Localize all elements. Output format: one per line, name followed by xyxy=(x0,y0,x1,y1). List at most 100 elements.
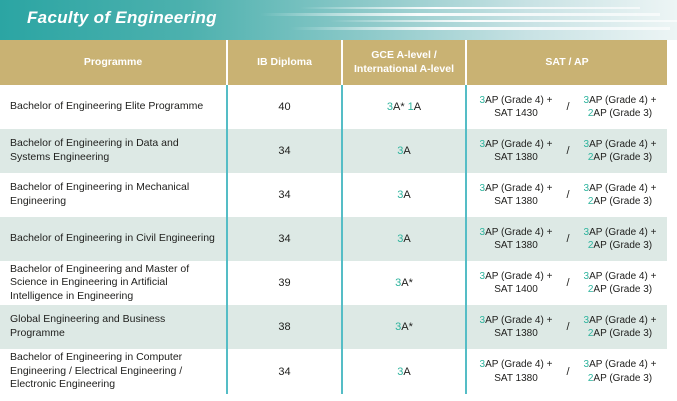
accent-text: 2 xyxy=(587,372,594,384)
ib-diploma-cell: 39 xyxy=(228,261,343,305)
slash-separator: / xyxy=(566,233,570,245)
plain-text: A xyxy=(403,145,411,157)
programme-cell: Bachelor of Engineering and Master of Sc… xyxy=(0,261,228,305)
sat-ap-line: 3AP (Grade 4) + xyxy=(471,358,561,372)
sat-ap-option-2: 3AP (Grade 4) +2AP (Grade 3) xyxy=(575,182,665,209)
plain-text: AP (Grade 4) + xyxy=(485,94,553,106)
programme-name: Bachelor of Engineering in Data and Syst… xyxy=(10,137,179,163)
accent-text: 1 xyxy=(407,101,414,113)
programme-name: Bachelor of Engineering in Computer Engi… xyxy=(10,351,183,391)
gce-a-level-grades: 3A xyxy=(397,145,410,157)
sat-ap-line: SAT 1380 xyxy=(471,151,561,165)
sat-ap-option-2: 3AP (Grade 4) +2AP (Grade 3) xyxy=(575,270,665,297)
plain-text: AP (Grade 4) + xyxy=(485,314,553,326)
accent-text: 3 xyxy=(479,226,486,238)
table-row: Bachelor of Engineering and Master of Sc… xyxy=(0,261,667,305)
sat-ap-option-2: 3AP (Grade 4) +2AP (Grade 3) xyxy=(575,226,665,253)
accent-text: 3 xyxy=(583,270,590,282)
sat-ap-line: SAT 1380 xyxy=(471,327,561,341)
sat-ap-option-1: 3AP (Grade 4) + SAT 1380 xyxy=(471,182,561,209)
ib-diploma-score: 34 xyxy=(278,189,291,201)
sat-ap-option-2: 3AP (Grade 4) +2AP (Grade 3) xyxy=(575,314,665,341)
ib-diploma-cell: 40 xyxy=(228,85,343,129)
accent-text: 3 xyxy=(479,314,486,326)
sat-ap-line: 2AP (Grade 3) xyxy=(575,239,665,253)
banner: Faculty of Engineering xyxy=(0,0,677,40)
table-row: Bachelor of Engineering in Data and Syst… xyxy=(0,129,667,173)
plain-text: A* xyxy=(392,101,408,113)
accent-text: 2 xyxy=(587,108,594,119)
table-row: Bachelor of Engineering in Mechanical En… xyxy=(0,173,667,217)
accent-text: 3 xyxy=(583,226,590,238)
plain-text: AP (Grade 4) + xyxy=(485,182,553,194)
column-header-gce-a-level: GCE A-level / International A-level xyxy=(343,40,467,85)
sat-ap-cell: 3AP (Grade 4) + SAT 1380 / 3AP (Grade 4) … xyxy=(467,349,667,394)
sat-ap-line: 2AP (Grade 3) xyxy=(575,283,665,297)
gce-a-level-grades: 3A* 1A xyxy=(387,101,421,113)
sat-ap-line: SAT 1400 xyxy=(471,283,561,297)
programme-cell: Bachelor of Engineering in Data and Syst… xyxy=(0,129,228,173)
sat-ap-option-1: 3AP (Grade 4) + SAT 1400 xyxy=(471,270,561,297)
plain-text: AP (Grade 4) + xyxy=(589,94,657,106)
sat-ap-line: 3AP (Grade 4) + xyxy=(471,226,561,240)
plain-text: SAT 1380 xyxy=(494,152,538,163)
plain-text: AP (Grade 4) + xyxy=(485,270,553,282)
sat-ap-line: 2AP (Grade 3) xyxy=(575,195,665,209)
accent-text: 3 xyxy=(583,94,590,106)
plain-text: SAT 1380 xyxy=(494,372,538,384)
accent-text: 3 xyxy=(583,359,590,370)
sat-ap-cell: 3AP (Grade 4) + SAT 1380 / 3AP (Grade 4) … xyxy=(467,305,667,349)
programme-cell: Bachelor of Engineering Elite Programme xyxy=(0,85,228,129)
sat-ap-line: 3AP (Grade 4) + xyxy=(471,94,561,108)
ib-diploma-cell: 38 xyxy=(228,305,343,349)
ib-diploma-cell: 34 xyxy=(228,217,343,261)
plain-text: SAT 1380 xyxy=(494,328,538,339)
ib-diploma-score: 34 xyxy=(278,145,291,157)
sat-ap-line: SAT 1380 xyxy=(471,372,561,386)
table-row: Bachelor of Engineering in Civil Enginee… xyxy=(0,217,667,261)
column-header-programme-label: Programme xyxy=(83,55,143,68)
programme-cell: Bachelor of Engineering in Civil Enginee… xyxy=(0,217,228,261)
column-header-sat-label: SAT / AP xyxy=(545,55,589,68)
programme-cell: Bachelor of Engineering in Mechanical En… xyxy=(0,173,228,217)
programme-name: Bachelor of Engineering in Mechanical En… xyxy=(10,181,190,207)
table-row: Global Engineering and Business Programm… xyxy=(0,305,667,349)
programme-name: Bachelor of Engineering Elite Programme xyxy=(10,100,204,113)
ib-diploma-score: 34 xyxy=(278,233,291,245)
column-header-gce-label-line2: International A-level xyxy=(354,62,454,75)
plain-text: AP (Grade 4) + xyxy=(589,314,657,326)
sat-ap-line: 2AP (Grade 3) xyxy=(575,372,665,386)
accent-text: 2 xyxy=(587,196,594,207)
gce-a-level-cell: 3A* xyxy=(343,305,467,349)
accent-text: 3 xyxy=(479,270,486,282)
ib-diploma-score: 40 xyxy=(278,101,291,113)
plain-text: AP (Grade 3) xyxy=(593,196,653,207)
plain-text: AP (Grade 4) + xyxy=(589,182,657,194)
column-header-ib-label: IB Diploma xyxy=(257,55,312,68)
sat-ap-line: 3AP (Grade 4) + xyxy=(471,138,561,152)
plain-text: AP (Grade 3) xyxy=(593,372,653,384)
plain-text: SAT 1380 xyxy=(494,196,538,207)
slash-separator: / xyxy=(566,189,570,201)
sat-ap-option-2: 3AP (Grade 4) +2AP (Grade 3) xyxy=(575,138,665,165)
column-header-gce-label-line1: GCE A-level / xyxy=(371,49,437,62)
ib-diploma-score: 38 xyxy=(278,321,291,333)
gce-a-level-grades: 3A xyxy=(397,189,410,201)
sat-ap-line: SAT 1430 xyxy=(471,107,561,121)
accent-text: 2 xyxy=(587,240,594,251)
ib-diploma-cell: 34 xyxy=(228,173,343,217)
accent-text: 3 xyxy=(479,182,486,194)
accent-text: 3 xyxy=(479,359,486,370)
plain-text: AP (Grade 3) xyxy=(593,152,653,163)
plain-text: AP (Grade 4) + xyxy=(589,138,657,150)
banner-streak-decoration xyxy=(290,27,670,30)
requirements-table: Programme IB Diploma GCE A-level / Inter… xyxy=(0,40,667,394)
sat-ap-line: 2AP (Grade 3) xyxy=(575,107,665,121)
sat-ap-line: 3AP (Grade 4) + xyxy=(471,270,561,284)
table-row: Bachelor of Engineering in Computer Engi… xyxy=(0,349,667,394)
accent-text: 3 xyxy=(479,94,486,106)
banner-streak-decoration xyxy=(330,20,677,22)
sat-ap-option-1: 3AP (Grade 4) + SAT 1380 xyxy=(471,138,561,165)
plain-text: AP (Grade 4) + xyxy=(485,359,553,370)
